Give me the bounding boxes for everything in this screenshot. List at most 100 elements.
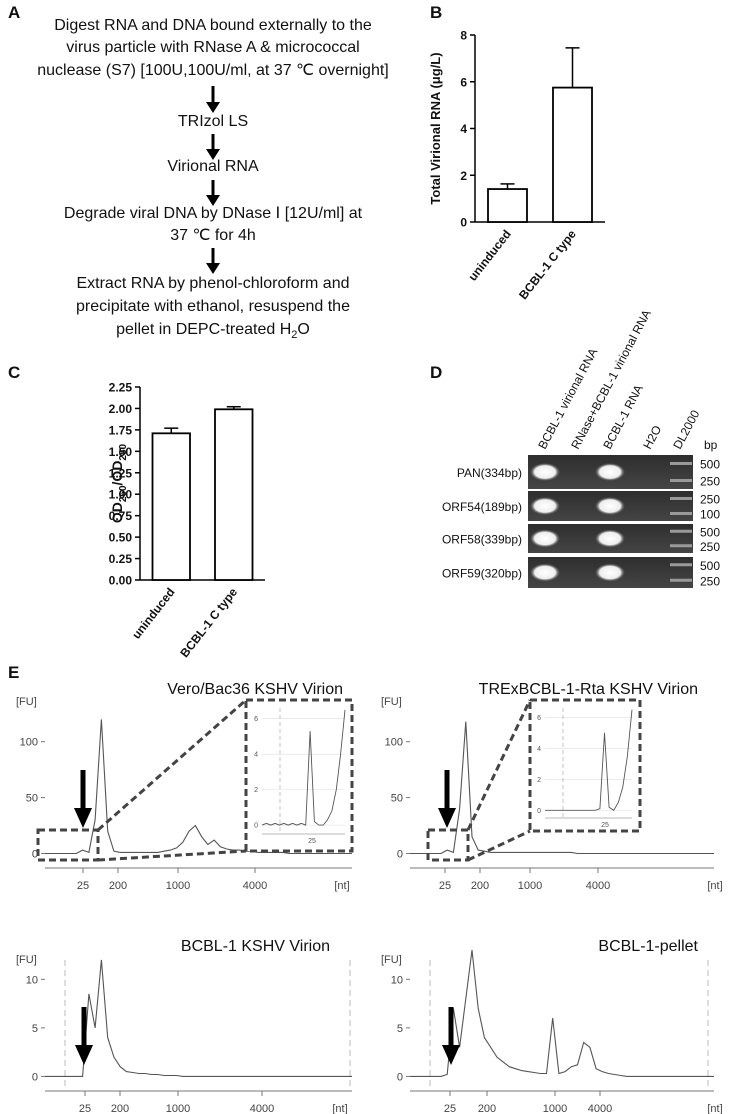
- x-tick-label: 4000: [588, 1103, 612, 1114]
- lane-label: H2O: [640, 423, 664, 451]
- inset-y-tick-label: 0: [254, 823, 258, 830]
- flow-text: Extract RNA by phenol-chloroform and: [76, 275, 349, 292]
- zoom-box: [426, 828, 470, 862]
- marker-label: 500: [700, 458, 720, 472]
- x-axis-label: [nt]: [707, 880, 722, 892]
- x-tick-label: 25: [79, 1103, 91, 1114]
- zoom-line: [97, 698, 247, 832]
- y-tick-label: 10: [26, 974, 38, 986]
- flow-text: precipitate with ethanol, resuspend the: [76, 298, 350, 315]
- inset-y-tick-label: 2: [537, 777, 541, 784]
- panel-label: C: [8, 363, 20, 382]
- flow-arrowhead: [206, 149, 220, 160]
- trace: [410, 950, 714, 1077]
- x-tick-label: 4000: [586, 880, 610, 892]
- pointer-arrowhead: [74, 808, 92, 828]
- gel-band: [530, 463, 560, 481]
- y-axis-label-part: 260: [118, 485, 129, 502]
- y-tick-label: 1.00: [109, 488, 133, 502]
- y-tick-label: 1.25: [109, 466, 133, 480]
- y-tick-label: 0: [32, 1071, 38, 1083]
- trace: [545, 709, 633, 811]
- flow-text: TRIzol LS: [178, 113, 248, 130]
- gel-band: [595, 463, 625, 481]
- x-axis-label: [nt]: [332, 1103, 347, 1114]
- x-tick-label: 200: [109, 880, 127, 892]
- zoom-box: [36, 828, 100, 862]
- y-tick-label: 8: [460, 29, 467, 43]
- gel-band: [530, 497, 560, 515]
- y-axis-label: [FU]: [381, 696, 402, 708]
- chart-title: BCBL-1-pellet: [598, 938, 698, 955]
- y-axis-label: Total Virional RNA (μg/L): [428, 52, 443, 204]
- y-tick-label: 50: [391, 793, 403, 805]
- y-axis-label: OD260/OD280: [109, 443, 129, 523]
- y-tick-label: 0.25: [109, 552, 133, 566]
- y-tick-label: 2.00: [109, 402, 133, 416]
- y-tick-label: 0: [460, 216, 467, 230]
- y-tick-label: 2: [460, 169, 467, 183]
- y-tick-label: 100: [385, 737, 403, 749]
- x-tick-label: 200: [471, 880, 489, 892]
- y-tick-label: 0: [397, 1071, 403, 1083]
- x-tick-label: 25: [77, 880, 89, 892]
- panel-label: D: [430, 363, 442, 382]
- x-tick-label: BCBL-1 C type: [177, 585, 240, 660]
- inset-x-tick-label: 25: [601, 822, 609, 829]
- bar: [487, 188, 528, 223]
- x-axis-label: [nt]: [707, 1103, 722, 1114]
- marker-label: 500: [700, 559, 720, 573]
- x-tick-label: 4000: [250, 1103, 274, 1114]
- y-tick-label: 0.00: [109, 574, 133, 588]
- panel-label: A: [8, 3, 20, 22]
- zoom-line: [466, 699, 532, 831]
- row-label: ORF54(189bp): [442, 500, 522, 514]
- x-tick-label: 1000: [543, 1103, 567, 1114]
- gel-band: [595, 529, 625, 548]
- lane-label: BCBL-1 virional RNA: [535, 346, 600, 452]
- y-tick-label: 5: [397, 1023, 403, 1035]
- flow-text-part: 2: [291, 329, 297, 341]
- x-tick-label: 25: [444, 1103, 456, 1114]
- x-tick-label: 200: [111, 1103, 129, 1114]
- x-tick-label: 25: [439, 880, 451, 892]
- y-tick-label: 50: [26, 793, 38, 805]
- x-tick-label: BCBL-1 C type: [516, 227, 579, 302]
- ladder-band: [670, 512, 692, 515]
- x-axis-label: [nt]: [334, 880, 349, 892]
- ladder-band: [670, 578, 692, 582]
- marker-label: 250: [700, 493, 720, 507]
- y-tick-label: 0.75: [109, 509, 133, 523]
- y-tick-label: 0: [397, 848, 403, 860]
- y-tick-label: 5: [32, 1023, 38, 1035]
- y-axis-label-part: /OD: [109, 461, 125, 486]
- flow-text: virus particle with RNase A & micrococca…: [66, 39, 359, 56]
- flow-text: 37 ℃ for 4h: [170, 227, 256, 244]
- y-tick-label: 0.50: [109, 531, 133, 545]
- ladder-band: [670, 462, 692, 465]
- bar: [552, 86, 593, 223]
- gel-band: [530, 563, 560, 582]
- y-axis-label: [FU]: [16, 954, 37, 966]
- bp-header: bp: [704, 438, 718, 452]
- bar: [214, 408, 254, 581]
- flow-arrowhead: [206, 263, 220, 274]
- inset-y-tick-label: 4: [254, 752, 258, 759]
- gel-band: [595, 497, 625, 515]
- pointer-arrowhead: [75, 1045, 93, 1065]
- chart-title: Vero/Bac36 KSHV Virion: [167, 681, 343, 698]
- inset-y-tick-label: 6: [537, 715, 541, 722]
- x-tick-label: 4000: [243, 880, 267, 892]
- marker-label: 100: [700, 508, 720, 522]
- zoom-line: [467, 829, 531, 862]
- y-axis-label: [FU]: [16, 696, 37, 708]
- flow-text-part: O: [297, 321, 309, 338]
- chart-title: BCBL-1 KSHV Virion: [181, 938, 330, 955]
- inset-box: [244, 698, 354, 853]
- x-tick-label: 1000: [166, 880, 190, 892]
- ladder-band: [670, 479, 692, 482]
- x-tick-label: uninduced: [129, 585, 177, 641]
- x-tick-label: uninduced: [465, 227, 513, 283]
- inset-x-tick-label: 25: [308, 838, 316, 845]
